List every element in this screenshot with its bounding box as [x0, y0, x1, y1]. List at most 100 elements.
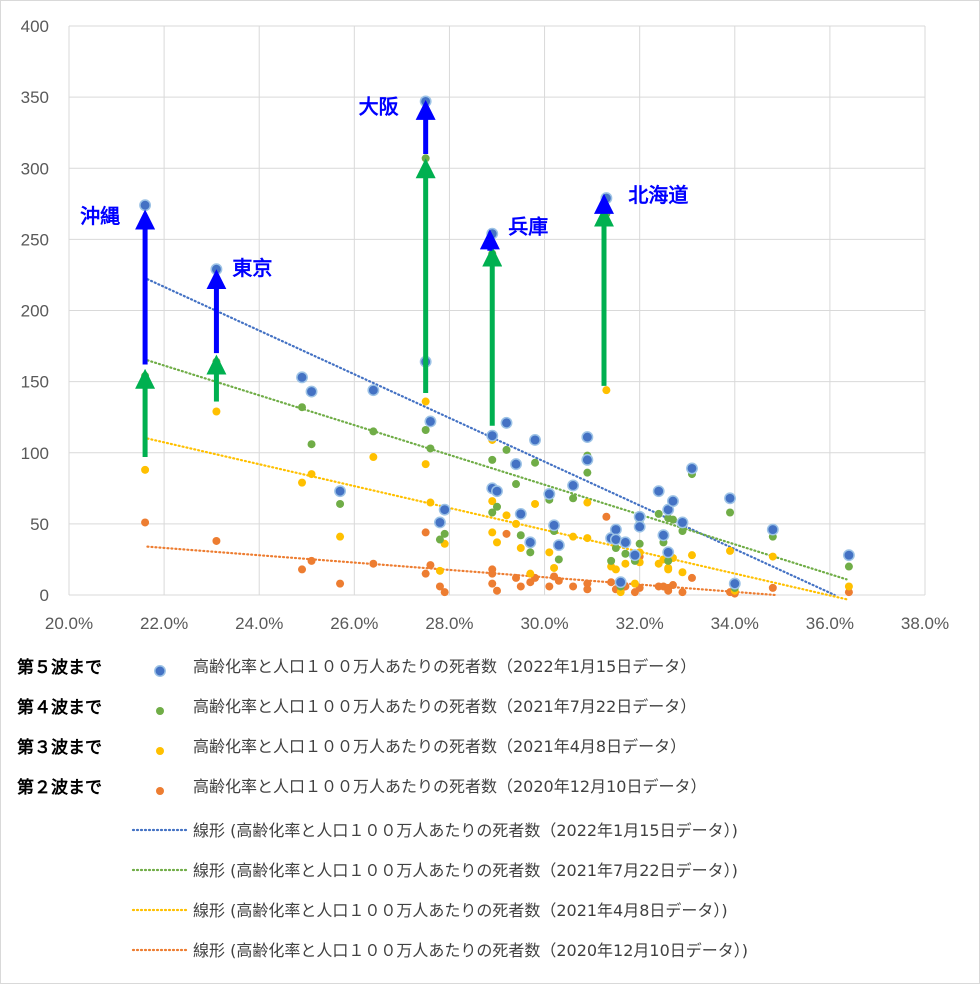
annotation-label: 東京 [232, 256, 272, 280]
data-point [611, 544, 620, 553]
data-point [531, 458, 540, 467]
data-point [486, 429, 499, 442]
data-point [212, 536, 221, 545]
data-point [545, 582, 554, 591]
data-point [583, 579, 592, 588]
data-point [611, 565, 620, 574]
data-point [486, 227, 499, 240]
x-tick-label: 36.0% [806, 614, 854, 633]
data-point [369, 427, 378, 436]
data-point [369, 453, 378, 462]
data-point [569, 494, 578, 503]
data-point [488, 579, 497, 588]
data-point [212, 357, 221, 366]
data-point [614, 576, 627, 589]
legend-marker [156, 787, 164, 795]
data-point [607, 556, 616, 565]
data-point [583, 585, 592, 594]
data-point [305, 385, 318, 398]
data-point [844, 588, 853, 597]
y-tick-label: 200 [21, 302, 49, 321]
data-point [766, 523, 779, 536]
data-point [567, 479, 580, 492]
data-point [307, 556, 316, 565]
data-point [630, 579, 639, 588]
x-tick-label: 30.0% [520, 614, 568, 633]
data-point [141, 465, 150, 474]
data-point [298, 478, 307, 487]
legend-entry: 線形 (高齢化率と人口１００万人あたりの死者数（2022年1月15日データ）) [193, 821, 738, 840]
data-point [545, 548, 554, 557]
data-point [616, 588, 625, 597]
trendline [146, 437, 848, 601]
y-tick-label: 300 [21, 159, 49, 178]
annotation-label: 沖縄 [80, 204, 120, 228]
data-point [493, 502, 501, 511]
data-point [724, 492, 736, 505]
data-point [583, 534, 592, 543]
data-point [602, 209, 611, 218]
data-point [139, 199, 152, 212]
data-point [488, 508, 497, 517]
data-point [635, 539, 644, 548]
data-point [583, 468, 592, 477]
y-tick-label: 350 [21, 88, 49, 107]
legend-marker [156, 707, 164, 715]
data-point [550, 563, 559, 572]
data-point [664, 586, 673, 595]
data-point [514, 507, 527, 520]
data-point [844, 582, 853, 591]
legend-marker [154, 665, 166, 677]
wave-label: 第５波まで [17, 657, 102, 678]
data-point [526, 569, 535, 578]
legend-entry: 高齢化率と人口１００万人あたりの死者数（2021年7月22日データ） [193, 697, 696, 716]
data-point [726, 546, 735, 555]
data-point [336, 579, 345, 588]
data-point [678, 568, 687, 577]
legend-marker [156, 747, 164, 755]
data-point [512, 519, 521, 528]
data-point [435, 535, 444, 544]
data-point [493, 586, 501, 595]
data-point [667, 495, 679, 508]
data-point [726, 508, 735, 517]
data-point [621, 549, 630, 558]
data-point [336, 499, 345, 508]
data-point [554, 576, 563, 585]
data-point [426, 498, 435, 507]
data-point [602, 386, 611, 395]
data-point [526, 548, 535, 557]
data-point [516, 531, 525, 540]
data-point [583, 498, 592, 507]
legend-entry: 高齢化率と人口１００万人あたりの死者数（2020年12月10日データ） [193, 777, 706, 796]
data-point [433, 516, 446, 529]
data-point [552, 539, 565, 552]
annotation-label: 北海道 [628, 183, 688, 207]
data-point [842, 549, 855, 562]
data-point [581, 453, 594, 466]
data-point [493, 538, 501, 547]
data-point [668, 581, 677, 590]
data-point [296, 371, 308, 384]
data-point [421, 528, 430, 537]
data-point [421, 397, 430, 406]
data-point [438, 503, 451, 516]
data-point [440, 588, 449, 597]
data-point [298, 403, 307, 412]
data-point [141, 518, 150, 527]
legend-entry: 線形 (高齢化率と人口１００万人あたりの死者数（2020年12月10日データ）) [193, 941, 748, 960]
data-point [212, 407, 221, 416]
data-point [686, 462, 698, 475]
data-point [502, 511, 511, 520]
data-point [367, 384, 380, 397]
x-tick-label: 24.0% [235, 614, 283, 633]
data-points [139, 95, 855, 598]
data-point [664, 563, 673, 572]
data-point [307, 470, 316, 479]
data-point [668, 515, 677, 524]
data-point [662, 546, 675, 559]
data-point [502, 529, 511, 538]
data-point [488, 455, 497, 464]
data-point [600, 192, 613, 205]
